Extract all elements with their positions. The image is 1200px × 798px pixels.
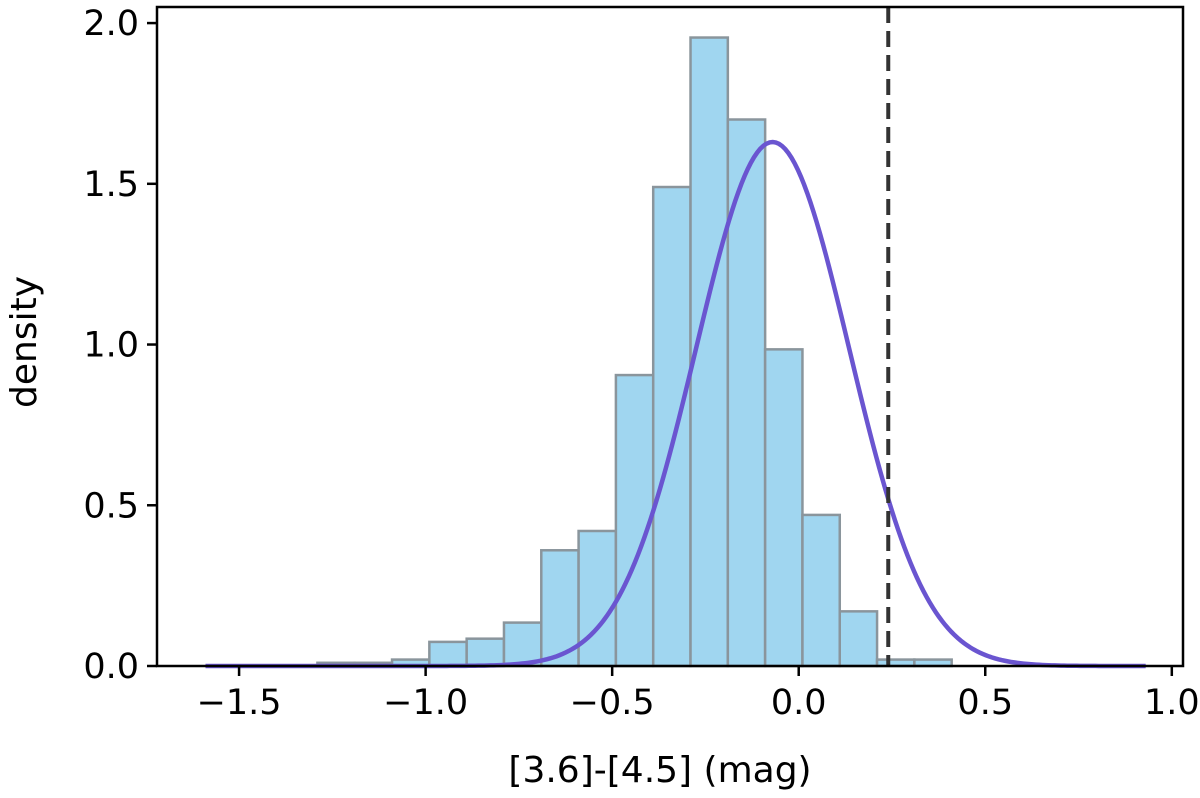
y-tick-label: 1.5 bbox=[83, 165, 139, 205]
x-tick-label: 1.0 bbox=[1144, 683, 1200, 723]
x-tick-label: 0.0 bbox=[771, 683, 827, 723]
histogram-bar bbox=[689, 36, 730, 668]
histogram-bar bbox=[838, 610, 879, 668]
histogram-bar bbox=[763, 348, 804, 668]
histogram-bar bbox=[614, 373, 655, 668]
y-tick-label: 0.0 bbox=[83, 647, 139, 687]
x-tick-label: −0.5 bbox=[570, 683, 655, 723]
x-tick-label: −1.5 bbox=[197, 683, 282, 723]
histogram-bar bbox=[801, 513, 842, 668]
y-tick-label: 2.0 bbox=[83, 4, 139, 44]
x-tick-label: −1.0 bbox=[383, 683, 468, 723]
y-axis-label: density bbox=[4, 276, 45, 408]
y-tick-label: 1.0 bbox=[83, 326, 139, 366]
x-tick-label: 0.5 bbox=[957, 683, 1013, 723]
histogram-bars bbox=[316, 36, 953, 668]
y-tick-label: 0.5 bbox=[83, 486, 139, 526]
histogram-bar bbox=[577, 529, 618, 668]
x-axis-label: [3.6]-[4.5] (mag) bbox=[508, 750, 811, 791]
histogram-bar bbox=[428, 640, 468, 668]
histogram-bar bbox=[651, 185, 692, 668]
y-axis-ticks: 0.0 0.5 1.0 1.5 2.0 bbox=[83, 4, 157, 687]
histogram-bar bbox=[465, 637, 506, 668]
x-axis-ticks: −1.5 −1.0 −0.5 0.0 0.5 1.0 bbox=[197, 666, 1200, 723]
plot-frame bbox=[155, 5, 1185, 668]
